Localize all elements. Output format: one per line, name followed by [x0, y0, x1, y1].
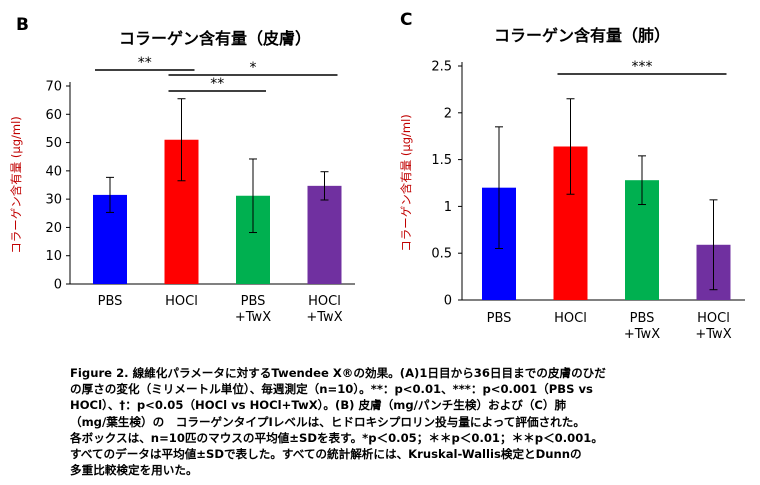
- bar: [307, 185, 342, 284]
- chart-panel-b: B コラーゲン含有量（皮膚） コラーゲン含有量 (μg/ml) 0 10 20 30 40 50…: [9, 15, 355, 325]
- caption-line: の厚さの変化（ミリメートル単位）、毎週測定（n=10）。**：p<0.01、**…: [70, 382, 593, 397]
- category-label: HOCl: [165, 294, 198, 309]
- category-label: PBS: [98, 294, 123, 309]
- caption-line: 各ボックスは、n=10匹のマウスの平均値±SDを表す。*p＜0.05；＊＊p＜0…: [70, 430, 603, 445]
- caption-line: 多重比較検定を用いた。: [70, 463, 198, 478]
- category-label: HOCl: [308, 294, 341, 309]
- y-tick-label: 20: [45, 221, 62, 236]
- category-label: PBS: [630, 311, 655, 326]
- y-tick-label: 1: [444, 200, 452, 215]
- figure-caption: Figure 2. 線維化パラメータに対するTwendee X®の効果。(A)1…: [70, 365, 735, 478]
- category-label: +TwX: [306, 310, 342, 325]
- category-label: +TwX: [235, 310, 271, 325]
- y-tick-label: 40: [45, 164, 62, 179]
- category-label: HOCl: [697, 311, 730, 326]
- panel-letter: C: [400, 10, 412, 30]
- significance-label: **: [210, 76, 224, 92]
- significance-label: ***: [632, 59, 653, 75]
- y-tick-label: 1.5: [431, 153, 452, 168]
- caption-line: HOCl）、†：p<0.05（HOCl vs HOCl+TwX）。(B) 皮膚（…: [70, 398, 567, 413]
- y-tick-label: 2.5: [431, 60, 452, 75]
- y-tick-label: 10: [45, 249, 62, 264]
- y-tick-label: 30: [45, 193, 62, 208]
- chart-title: コラーゲン含有量（肺）: [494, 26, 670, 45]
- chart-panel-c: C コラーゲン含有量（肺） コラーゲン含有量 (μg/ml) 0 0.5 1 1.5 2 2.5…: [399, 10, 745, 342]
- panel-letter: B: [16, 15, 29, 35]
- y-tick-label: 0: [54, 278, 62, 293]
- category-label: PBS: [241, 294, 266, 309]
- y-tick-label: 70: [45, 80, 62, 95]
- category-label: PBS: [487, 311, 512, 326]
- y-axis-label: コラーゲン含有量 (μg/ml): [9, 116, 23, 254]
- chart-title: コラーゲン含有量（皮膚）: [119, 29, 311, 48]
- y-axis-label: コラーゲン含有量 (μg/ml): [399, 114, 413, 252]
- caption-line: （mg/葉生検）の コラーゲンタイプIレベルは、ヒドロキシプロリン投与量によって…: [70, 414, 585, 429]
- y-tick-label: 0: [444, 294, 452, 309]
- y-tick-label: 0.5: [431, 247, 452, 262]
- y-tick-label: 50: [45, 136, 62, 151]
- category-label: +TwX: [695, 327, 731, 342]
- significance-label: *: [250, 60, 257, 76]
- category-label: HOCl: [554, 311, 587, 326]
- caption-line: すべてのデータは平均値±SDで表した。すべての統計解析には、Kruskal-Wa…: [70, 447, 582, 462]
- significance-label: **: [138, 55, 152, 71]
- category-label: +TwX: [624, 327, 660, 342]
- y-tick-label: 60: [45, 108, 62, 123]
- y-tick-label: 2: [444, 106, 452, 121]
- caption-line: Figure 2. 線維化パラメータに対するTwendee X®の効果。(A)1…: [70, 366, 606, 380]
